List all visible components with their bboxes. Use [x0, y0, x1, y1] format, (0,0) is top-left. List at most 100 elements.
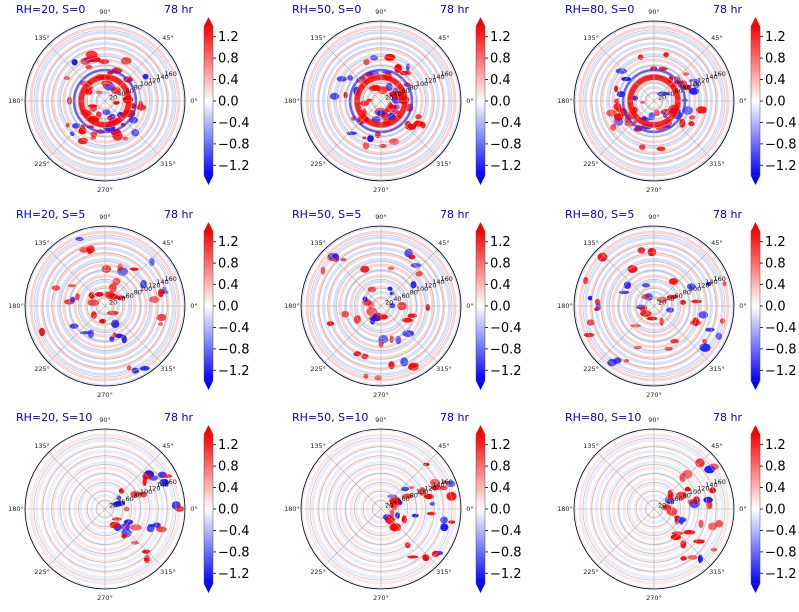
- radial-tick-label: 20: [385, 502, 393, 510]
- field-cell: [440, 523, 449, 532]
- angular-tick-label: 315°: [160, 365, 176, 373]
- field-cell: [129, 267, 139, 271]
- field-cell: [647, 247, 657, 257]
- angular-tick-label: 45°: [438, 239, 450, 247]
- field-cell: [112, 100, 120, 105]
- field-cell: [407, 313, 417, 318]
- angular-tick-label: 90°: [648, 213, 660, 221]
- angular-tick-label: 90°: [375, 416, 387, 424]
- colorbar-tick-label: 0.0: [765, 300, 786, 315]
- radial-tick-label: 160: [164, 275, 176, 283]
- angular-tick-label: 0°: [190, 302, 197, 310]
- colorbar: −1.2 −0.8 −0.4 0.0 0.4 0.8 1.2: [203, 222, 250, 390]
- radial-tick-label: 40: [393, 90, 401, 98]
- field-cell: [75, 293, 80, 301]
- angular-gridline: [597, 100, 655, 158]
- field-cell: [98, 59, 110, 65]
- angular-tick-label: 270°: [373, 594, 389, 602]
- angular-tick-label: 135°: [583, 442, 599, 450]
- colorbar-body: [204, 434, 213, 584]
- angular-gridline: [597, 452, 655, 510]
- radial-tick-label: 120: [697, 485, 709, 493]
- field-cell: [368, 85, 380, 91]
- angular-gridline: [324, 452, 382, 510]
- radial-tick-label: 140: [156, 481, 168, 489]
- angular-tick-label: 270°: [646, 186, 662, 194]
- radial-tick-label: 120: [697, 282, 709, 290]
- colorbar-body: [751, 231, 760, 381]
- field-cell: [610, 123, 617, 131]
- colorbar-tick-label: 1.2: [218, 438, 239, 453]
- colorbar-tick-label: −0.4: [490, 321, 522, 336]
- field-cell: [415, 271, 423, 277]
- field-cell: [668, 278, 679, 285]
- angular-tick-label: 90°: [99, 416, 111, 424]
- polar-frame: [300, 428, 462, 590]
- field-cell: [684, 486, 691, 492]
- field-cell: [343, 91, 348, 99]
- angular-tick-label: 90°: [375, 213, 387, 221]
- colorbar-tick-label: 0.8: [490, 52, 511, 67]
- angular-tick-label: 225°: [583, 568, 599, 576]
- radial-tick-label: 40: [117, 90, 125, 98]
- field-cell: [88, 292, 95, 299]
- field-cell: [637, 54, 644, 60]
- colorbar-extend-bottom: [476, 584, 485, 593]
- field-cell: [328, 252, 338, 259]
- field-cell: [126, 365, 132, 371]
- field-cell: [162, 286, 167, 294]
- angular-gridline: [324, 508, 382, 566]
- field-cell: [69, 323, 79, 329]
- radial-tick-label: 120: [424, 485, 436, 493]
- field-cell: [106, 310, 119, 316]
- field-cell: [378, 335, 389, 344]
- angular-tick-label: 0°: [739, 505, 746, 513]
- colorbar-body: [476, 231, 485, 381]
- angular-tick-label: 135°: [34, 34, 50, 42]
- field-cell: [594, 298, 601, 305]
- radial-tick-label: 60: [674, 495, 682, 503]
- angular-tick-label: 315°: [436, 365, 452, 373]
- field-cell: [422, 554, 430, 562]
- angular-gridline: [380, 305, 438, 363]
- field-cell: [401, 317, 413, 323]
- field-cell: [341, 310, 350, 318]
- field-cell: [117, 263, 123, 272]
- panel-title-left: RH=50, S=10: [292, 411, 368, 424]
- field-cell: [362, 296, 368, 302]
- colorbar-body: [476, 26, 485, 176]
- field-cell: [67, 284, 77, 288]
- angular-tick-label: 315°: [160, 568, 176, 576]
- radial-tick-label: 100: [689, 80, 701, 88]
- angular-tick-label: 0°: [466, 97, 473, 105]
- angular-gridline: [653, 305, 711, 363]
- angular-tick-label: 225°: [310, 365, 326, 373]
- field-cell: [400, 357, 409, 367]
- field-cell: [69, 296, 76, 303]
- field-cell: [405, 63, 410, 72]
- colorbar: −1.2 −0.8 −0.4 0.0 0.4 0.8 1.2: [475, 222, 522, 390]
- colorbar-tick-label: 1.2: [490, 438, 511, 453]
- radial-tick-label: 140: [705, 481, 717, 489]
- field-cell: [87, 299, 100, 307]
- field-cell: [640, 100, 646, 104]
- field-cell: [90, 136, 97, 140]
- colorbar-extend-bottom: [204, 584, 213, 593]
- radial-tick-label: 160: [440, 478, 452, 486]
- field-cell: [95, 111, 102, 119]
- field-cell: [401, 515, 407, 524]
- field-cell: [425, 304, 430, 311]
- panel-title-right: 78 hr: [164, 411, 193, 424]
- field-cell: [361, 353, 369, 360]
- field-cell: [360, 100, 370, 107]
- panel-title-left: RH=80, S=0: [565, 3, 634, 16]
- field-cell: [362, 136, 367, 140]
- field-cell: [702, 339, 707, 344]
- angular-gridline: [380, 100, 438, 158]
- angular-tick-label: 315°: [709, 568, 725, 576]
- radial-tick-label: 140: [432, 481, 444, 489]
- angular-gridline: [324, 44, 382, 102]
- field-cell: [627, 265, 638, 273]
- colorbar-tick-label: −0.8: [490, 545, 522, 560]
